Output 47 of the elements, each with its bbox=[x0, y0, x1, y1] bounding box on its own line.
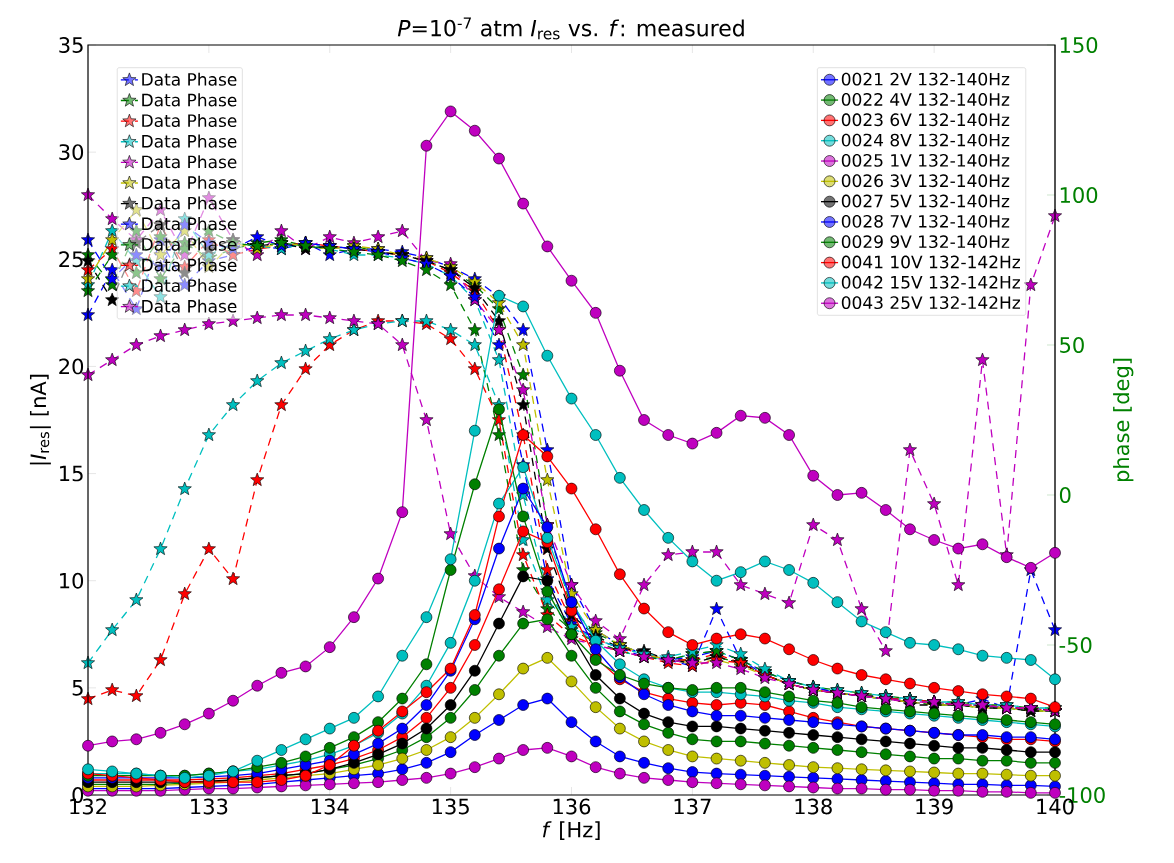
legend-label: 0024 8V 132-140Hz bbox=[841, 133, 1010, 147]
legend-label: Data Phase bbox=[142, 113, 237, 128]
y-tick-label: 20 bbox=[59, 358, 84, 375]
legend-label: 0029 9V 132-140Hz bbox=[841, 235, 1010, 249]
legend-label: Data Phase bbox=[142, 175, 237, 189]
x-tick-label: 138 bbox=[795, 798, 832, 815]
legend-label: 0028 7V 132-140Hz bbox=[841, 214, 1010, 228]
y-tick-label: 5 bbox=[72, 680, 83, 696]
x-axis-title: f [Hz] bbox=[542, 821, 600, 841]
y-axis-title: |I$_{res}$| [nA] bbox=[29, 374, 51, 465]
y-tick-label: 10 bbox=[60, 572, 84, 589]
legend-label: 0042 15V 132-142Hz bbox=[841, 275, 1020, 289]
legend-label: Data Phase bbox=[142, 258, 237, 272]
y2-tick-label: 100 bbox=[1060, 187, 1098, 203]
legend-label: Data Phase bbox=[142, 196, 237, 210]
legend-label: 0041 10V 132-142Hz bbox=[841, 255, 1020, 269]
y-tick-label: 15 bbox=[60, 465, 83, 482]
y2-tick-label: 50 bbox=[1060, 337, 1084, 353]
legend-label: Data Phase bbox=[142, 299, 237, 313]
x-tick-label: 133 bbox=[191, 798, 228, 815]
x-tick-label: 139 bbox=[916, 798, 953, 815]
x-tick-label: 134 bbox=[312, 798, 349, 815]
y-tick-label: 30 bbox=[59, 144, 84, 161]
legend-label: Data Phase bbox=[142, 72, 237, 86]
legend-label: 0021 2V 132-140Hz bbox=[841, 72, 1010, 86]
legend-label: Data Phase bbox=[142, 278, 237, 293]
y-tick-label: 25 bbox=[59, 251, 83, 268]
legend-label: Data Phase bbox=[142, 93, 237, 107]
x-tick-label: 135 bbox=[432, 798, 469, 815]
legend-label: 0022 4V 132-140Hz bbox=[841, 93, 1010, 106]
x-tick-label: 137 bbox=[674, 798, 711, 815]
legend-label: Data Phase bbox=[142, 237, 237, 251]
y2-tick-label: 150 bbox=[1060, 37, 1098, 53]
y2-tick-label: -50 bbox=[1059, 637, 1092, 653]
x-tick-label: 136 bbox=[553, 798, 591, 815]
legend-label: 0026 3V 132-140Hz bbox=[841, 174, 1010, 188]
legend-label: 0027 5V 132-140Hz bbox=[841, 194, 1010, 208]
chart-title: P=10$^{-7}$ atm I$_{res}$ vs. f: measured bbox=[397, 17, 744, 40]
legend-label: 0043 25V 132-142Hz bbox=[841, 296, 1020, 310]
legend-label: 0023 6V 132-140Hz bbox=[841, 113, 1010, 127]
y-tick-label: 35 bbox=[59, 37, 83, 53]
legend-label: Data Phase bbox=[142, 155, 237, 169]
legend-label: Data Phase bbox=[142, 217, 237, 231]
legend-label: Data Phase bbox=[142, 134, 237, 148]
y2-axis-title: phase [deg] bbox=[1113, 358, 1134, 482]
legend-label: 0025 1V 132-140Hz bbox=[841, 153, 1010, 167]
y2-tick-label: 0 bbox=[1059, 487, 1071, 503]
